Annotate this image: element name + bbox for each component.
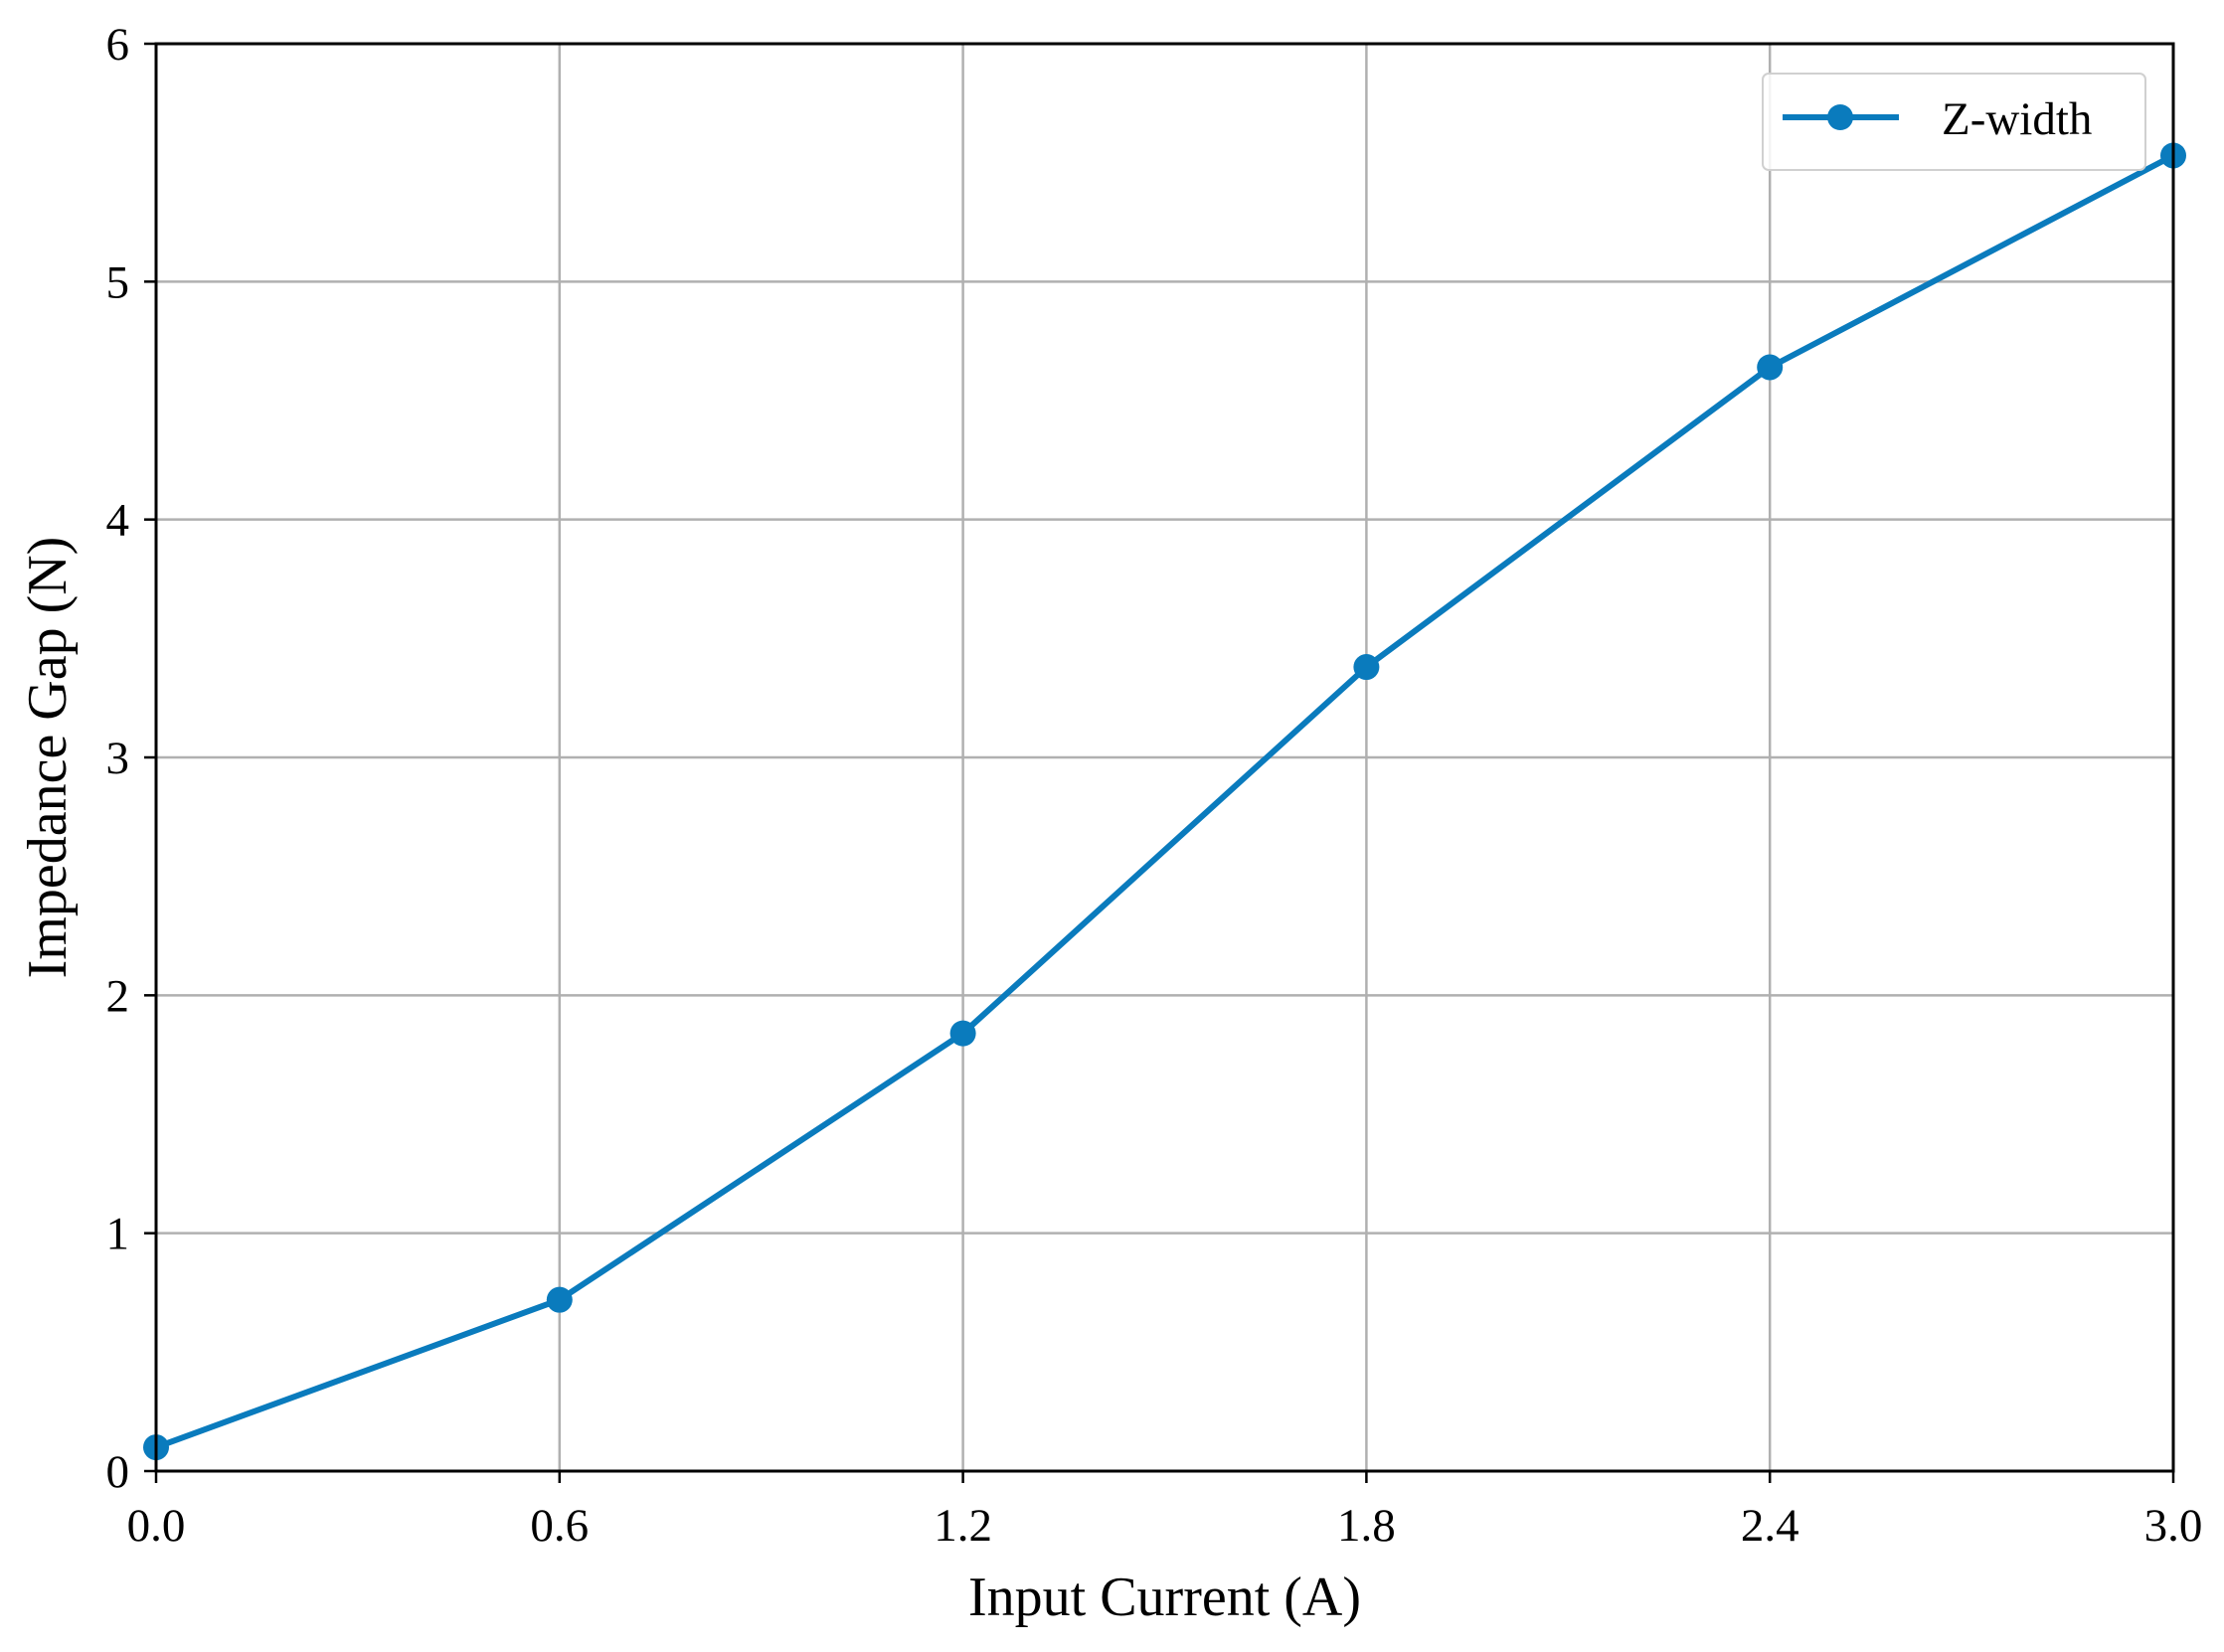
y-axis-label: Impedance Gap (N) <box>17 537 79 979</box>
x-tick-label: 1.8 <box>1337 1500 1396 1552</box>
y-tick-label: 2 <box>106 970 130 1022</box>
legend-box <box>1762 73 2146 171</box>
legend-marker-swatch <box>1827 104 1853 130</box>
y-tick-label: 4 <box>106 495 130 547</box>
x-tick-label: 2.4 <box>1741 1500 1799 1552</box>
y-tick-label: 6 <box>106 19 130 71</box>
x-axis-label: Input Current (A) <box>968 1567 1361 1628</box>
legend: Z-width <box>1762 73 2146 171</box>
legend-label-z-width: Z-width <box>1942 93 2092 145</box>
y-tick-labels: 0 1 2 3 4 5 6 <box>106 19 130 1498</box>
x-tick-label: 1.2 <box>934 1500 992 1552</box>
data-point <box>1757 354 1784 381</box>
series-layer <box>143 142 2186 1461</box>
x-tick-label: 0.0 <box>127 1500 186 1552</box>
x-tick-label: 3.0 <box>2144 1500 2203 1552</box>
y-tick-label: 1 <box>106 1209 130 1260</box>
data-point <box>1353 654 1380 681</box>
tick-marks <box>144 42 2175 1483</box>
x-tick-labels: 0.0 0.6 1.2 1.8 2.4 3.0 <box>127 1500 2203 1552</box>
x-tick-label: 0.6 <box>530 1500 589 1552</box>
y-tick-label: 5 <box>106 256 130 308</box>
data-point <box>949 1020 976 1047</box>
series-line <box>154 152 2175 1450</box>
y-tick-label: 0 <box>106 1446 130 1498</box>
y-tick-label: 3 <box>106 733 130 784</box>
data-point <box>546 1286 573 1313</box>
